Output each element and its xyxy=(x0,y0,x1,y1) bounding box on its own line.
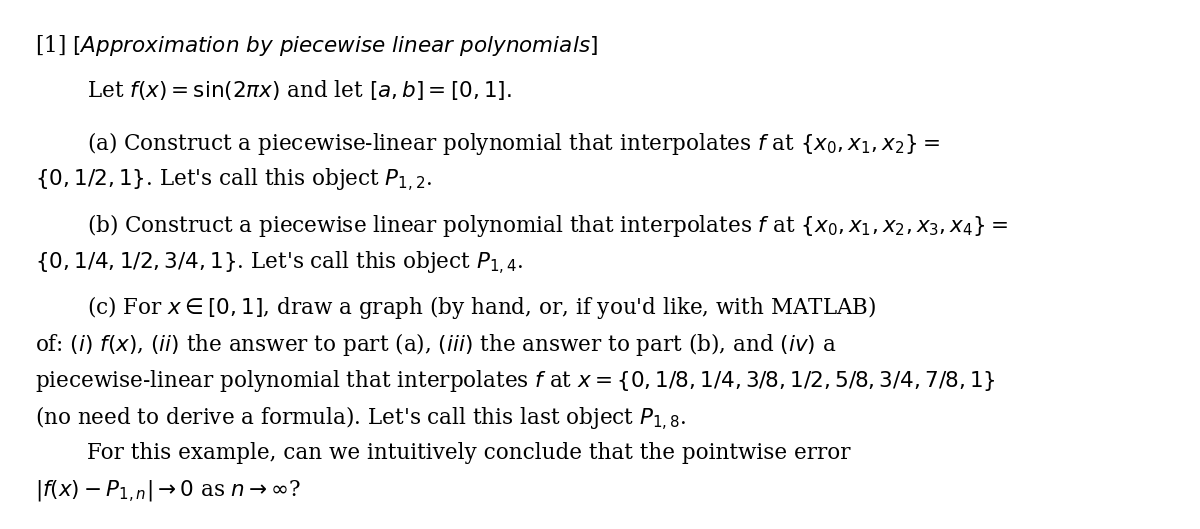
Text: (b) Construct a piecewise linear polynomial that interpolates $f$ at $\{x_0, x_1: (b) Construct a piecewise linear polynom… xyxy=(86,212,1008,239)
Text: [1] $[\mathit{Approximation\ by\ piecewise\ linear\ polynomials}]$: [1] $[\mathit{Approximation\ by\ piecewi… xyxy=(36,33,599,58)
Text: $|f(x) - P_{1,n}| \to 0$ as $n \to \infty$?: $|f(x) - P_{1,n}| \to 0$ as $n \to \inft… xyxy=(36,479,302,504)
Text: (a) Construct a piecewise-linear polynomial that interpolates $f$ at $\{x_0, x_1: (a) Construct a piecewise-linear polynom… xyxy=(86,130,940,157)
Text: (no need to derive a formula). Let's call this last object $P_{1,8}$.: (no need to derive a formula). Let's cal… xyxy=(36,405,688,433)
Text: $\{0, 1/4, 1/2, 3/4, 1\}$. Let's call this object $P_{1,4}$.: $\{0, 1/4, 1/2, 3/4, 1\}$. Let's call th… xyxy=(36,250,524,277)
Text: $\{0, 1/2, 1\}$. Let's call this object $P_{1,2}$.: $\{0, 1/2, 1\}$. Let's call this object … xyxy=(36,167,433,194)
Text: Let $f(x) = \sin(2\pi x)$ and let $[a,b] = [0,1].$: Let $f(x) = \sin(2\pi x)$ and let $[a,b]… xyxy=(86,78,511,102)
Text: piecewise-linear polynomial that interpolates $f$ at $x = \{0, 1/8, 1/4, 3/8, 1/: piecewise-linear polynomial that interpo… xyxy=(36,368,996,394)
Text: (c) For $x \in [0,1]$, draw a graph (by hand, or, if you'd like, with MATLAB): (c) For $x \in [0,1]$, draw a graph (by … xyxy=(86,295,876,322)
Text: of: $\mathit{(i)}\ f(x)$, $\mathit{(ii)}$ the answer to part (a), $\mathit{(iii): of: $\mathit{(i)}\ f(x)$, $\mathit{(ii)}… xyxy=(36,331,836,358)
Text: For this example, can we intuitively conclude that the pointwise error: For this example, can we intuitively con… xyxy=(86,442,850,464)
